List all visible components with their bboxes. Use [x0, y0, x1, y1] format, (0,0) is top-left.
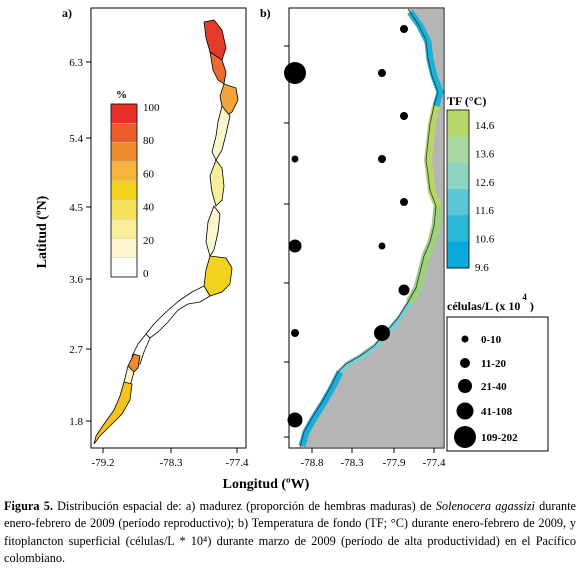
- panel-b-y-ticks: [284, 45, 289, 438]
- tf-colorbar: [446, 109, 470, 269]
- panel-a-label: a): [62, 6, 72, 20]
- tf-legend-label: 14.6: [475, 120, 495, 132]
- y-tick-label: 3.6: [69, 274, 83, 286]
- maturity-legend-label: 60: [143, 168, 155, 180]
- tf-legend-label: 13.6: [475, 148, 495, 160]
- panel-a-x-tick-label: -79.2: [92, 457, 115, 469]
- panel-a-x-tick-label: -78.3: [160, 457, 183, 469]
- y-tick-label: 4.5: [69, 202, 83, 214]
- y-axis-ticks: 6.3 5.4 4.5 3.6 2.7 1.8: [69, 57, 91, 428]
- cells-legend-label: 109-202: [481, 432, 518, 444]
- panel-b-x-tick-label: -77.9: [383, 457, 406, 469]
- tf-legend-label: 12.6: [475, 177, 495, 189]
- maturity-swatch: [110, 219, 138, 239]
- cells-legend-bubble: [458, 379, 472, 393]
- panel-b-x-ticks: -78.8 -78.3 -77.9 -77.4: [301, 448, 446, 469]
- maturity-swatch: [110, 180, 138, 201]
- tf-legend-label: 9.6: [475, 262, 489, 274]
- maturity-legend-label: 40: [143, 202, 155, 214]
- tf-swatch: [447, 110, 469, 137]
- cells-legend-title: células/L (x 104): [447, 292, 534, 313]
- panel-a-x-tick-label: -77.4: [226, 457, 249, 469]
- panel-b-x-tick-label: -78.8: [301, 457, 324, 469]
- cells-legend-label: 11-20: [481, 358, 507, 370]
- maturity-legend-title: %: [116, 89, 127, 101]
- cells-legend-label: 0-10: [481, 334, 502, 346]
- figure-caption: Figura 5. Distribución espacial de: a) m…: [4, 498, 576, 568]
- y-tick-label: 5.4: [69, 133, 83, 145]
- tf-legend-title: TF (°C): [447, 94, 486, 108]
- maturity-legend-label: 20: [143, 235, 155, 247]
- temperature-band: [298, 9, 444, 447]
- cells-legend-label: 41-108: [481, 406, 513, 418]
- panel-b-label: b): [260, 6, 271, 20]
- land-area: [300, 9, 443, 447]
- maturity-swatch: [110, 142, 138, 162]
- caption-text-2: durante enero-febrero de 2009 (período r…: [4, 499, 576, 566]
- panel-a-coast: [93, 19, 239, 445]
- panel-b-x-tick-label: -77.4: [423, 457, 446, 469]
- tf-legend-labels: 14.6 13.6 12.6 11.6 10.6 9.6: [475, 120, 495, 274]
- panel-a-x-ticks: -79.2 -78.3 -77.4: [92, 448, 249, 469]
- maturity-swatch: [110, 103, 138, 124]
- maturity-legend-label: 80: [143, 135, 155, 147]
- caption-species: Solenocera agassizi: [435, 499, 535, 513]
- cells-legend-bubble: [460, 358, 470, 368]
- maturity-legend-label: 100: [143, 102, 160, 114]
- y-tick-label: 1.8: [69, 416, 83, 428]
- maturity-legend-swatches: [110, 103, 138, 278]
- maturity-legend-label: 0: [143, 268, 149, 280]
- maturity-swatch: [110, 161, 138, 182]
- cells-legend-items: 0-10 11-20 21-40 41-108 109-202: [454, 334, 518, 448]
- cells-legend-bubble: [461, 335, 469, 343]
- maturity-swatch: [110, 257, 138, 278]
- maturity-legend-labels: 100 80 60 40 20 0: [143, 102, 160, 280]
- maturity-swatch: [110, 238, 138, 258]
- cells-legend-bubble: [454, 426, 476, 448]
- coastline-b: [299, 8, 439, 448]
- tf-swatch: [447, 189, 469, 216]
- tf-swatch: [447, 162, 469, 190]
- cells-legend-bubble: [456, 402, 474, 420]
- caption-figure-label: Figura 5.: [4, 499, 53, 513]
- y-tick-label: 2.7: [69, 344, 83, 356]
- maturity-swatch: [110, 199, 138, 220]
- tf-legend-label: 11.6: [475, 205, 494, 217]
- tf-legend-label: 10.6: [475, 234, 495, 246]
- y-tick-label: 6.3: [69, 57, 83, 69]
- phytoplankton-bubbles: [284, 25, 410, 428]
- x-axis-label: Longitud (ºW): [223, 477, 310, 492]
- maturity-swatch: [110, 123, 138, 143]
- panel-b-x-tick-label: -78.3: [341, 457, 364, 469]
- caption-text-1: Distribución espacial de: a) madurez (pr…: [52, 499, 436, 513]
- y-axis-label: Latitud (ºN): [35, 195, 50, 268]
- cells-legend-label: 21-40: [481, 381, 507, 393]
- tf-swatch: [447, 136, 469, 164]
- tf-swatch: [447, 241, 469, 269]
- tf-swatch: [447, 215, 469, 243]
